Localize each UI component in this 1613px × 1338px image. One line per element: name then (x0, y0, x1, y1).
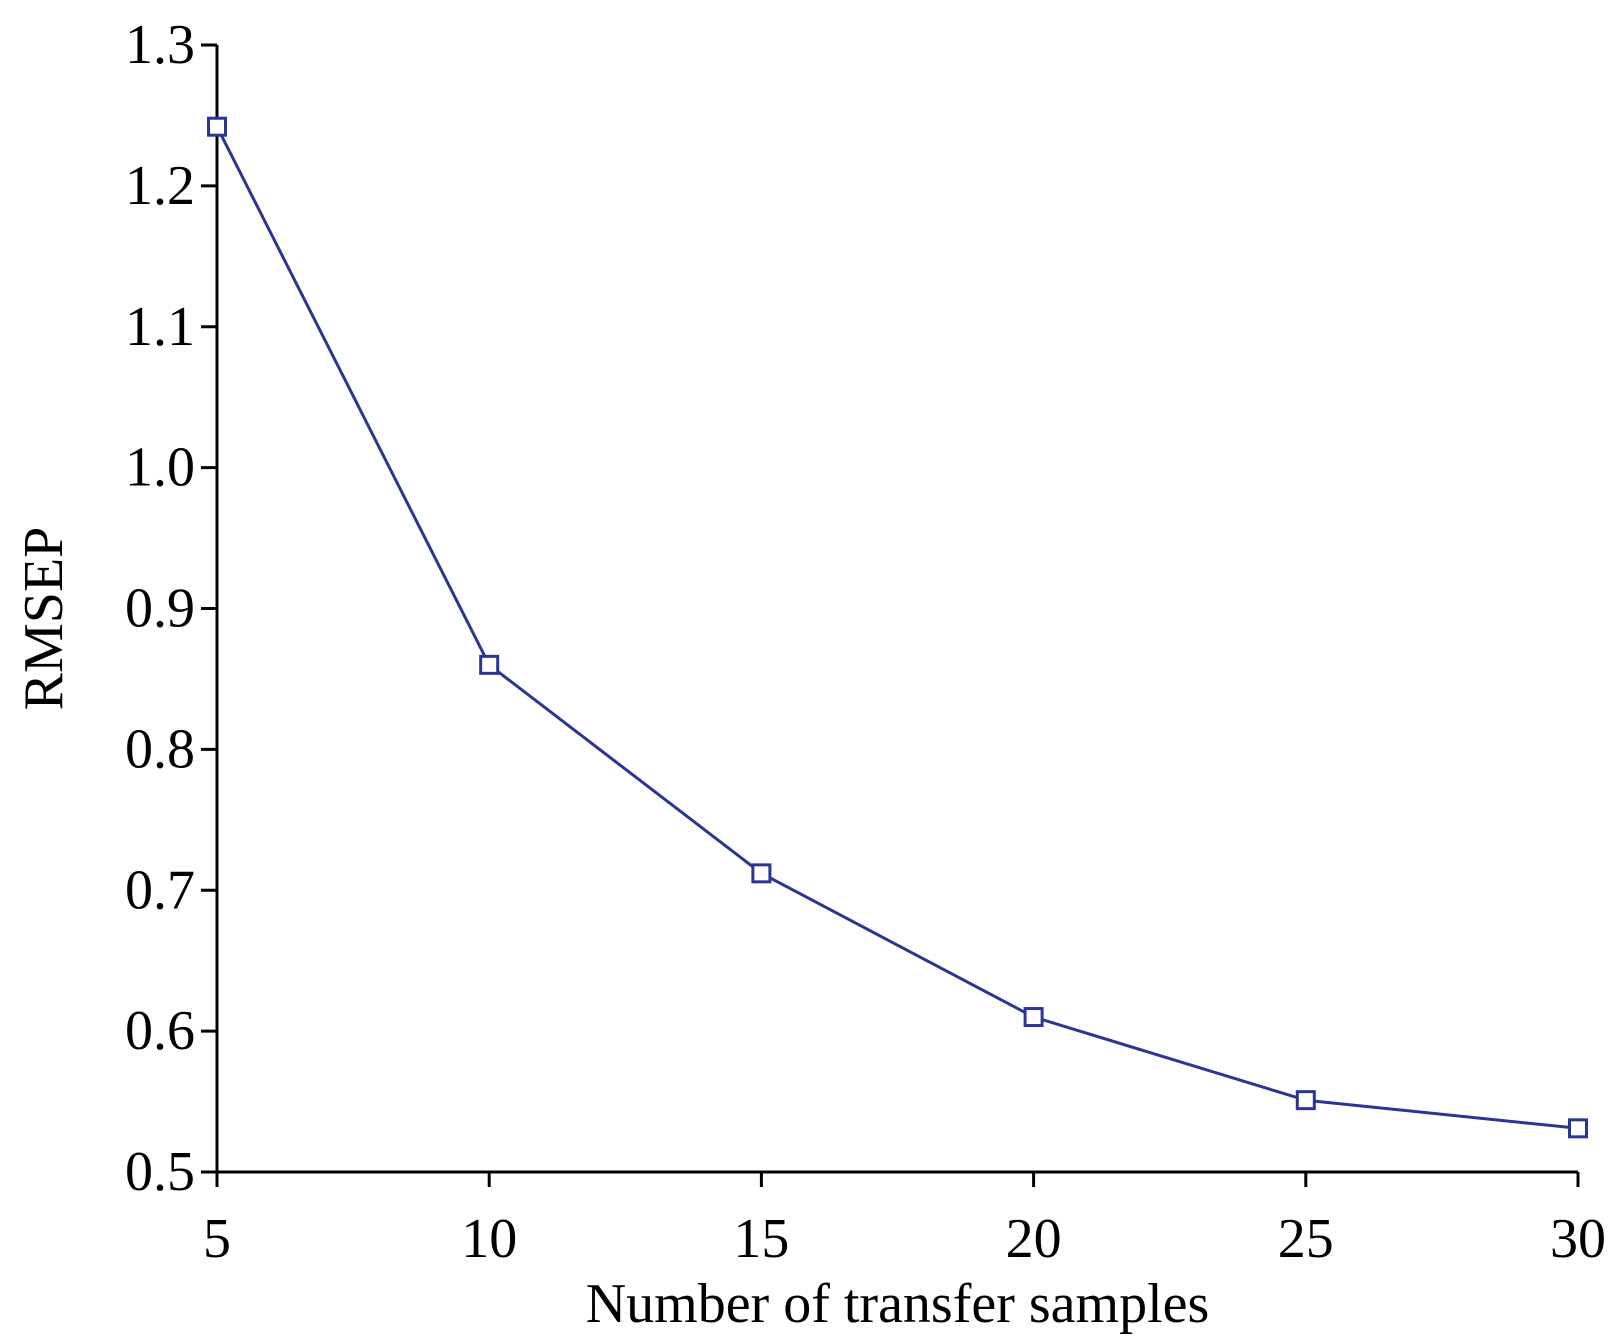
series-layer (207, 116, 1588, 1139)
y-tick-label: 0.5 (125, 1141, 195, 1203)
data-point-marker (1295, 1090, 1316, 1111)
x-axis-ticks: 5 10 15 20 25 30 (203, 1172, 1606, 1270)
y-tick-label: 0.9 (125, 578, 195, 640)
data-point-marker (1568, 1118, 1588, 1139)
y-tick-label: 0.7 (125, 859, 195, 921)
y-tick-label: 1.2 (125, 155, 195, 217)
series-line (215, 126, 1579, 1130)
x-tick-label: 30 (1550, 1208, 1606, 1270)
x-axis-label: Number of transfer samples (586, 1273, 1210, 1335)
data-point-marker (1023, 1007, 1044, 1028)
data-point-marker (479, 654, 500, 675)
y-tick-label: 0.8 (125, 718, 195, 780)
y-tick-label: 1.3 (125, 14, 195, 76)
y-axis-label: RMSEP (13, 527, 75, 711)
axes (215, 45, 1578, 1174)
y-axis-ticks: 0.5 0.6 0.7 0.8 0.9 1.0 1.1 1.2 1.3 (125, 14, 217, 1203)
x-tick-label: 10 (461, 1208, 517, 1270)
y-tick-label: 1.0 (125, 437, 195, 499)
x-tick-label: 25 (1278, 1208, 1334, 1270)
x-tick-label: 15 (733, 1208, 789, 1270)
y-tick-label: 1.1 (125, 296, 195, 358)
data-point-marker (751, 863, 772, 884)
x-tick-label: 5 (203, 1208, 231, 1270)
y-tick-label: 0.6 (125, 1000, 195, 1062)
data-point-marker (207, 116, 227, 137)
x-tick-label: 20 (1006, 1208, 1062, 1270)
